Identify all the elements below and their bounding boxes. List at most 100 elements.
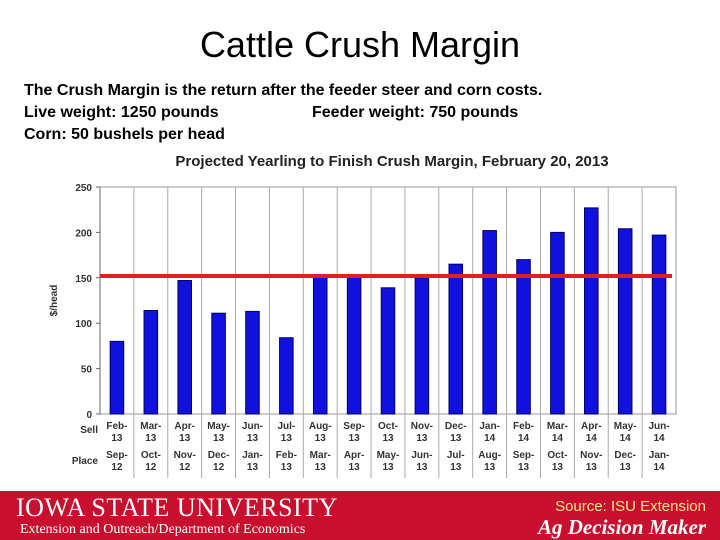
department-text: Extension and Outreach/Department of Eco… [20, 522, 306, 537]
place-tick-label: Mar- [310, 450, 331, 461]
place-tick-label: Sep- [513, 450, 535, 461]
y-axis-title: $/head [49, 285, 60, 317]
place-tick-label: 13 [247, 462, 259, 473]
description: The Crush Margin is the return after the… [24, 80, 542, 146]
sell-tick-label: 14 [586, 433, 598, 444]
feeder-weight-text: Feeder weight: 750 pounds [312, 104, 519, 121]
crush-margin-chart: Projected Yearling to Finish Crush Margi… [49, 153, 677, 478]
sell-tick-label: 13 [145, 433, 157, 444]
place-tick-label: Jan- [242, 450, 263, 461]
sell-tick-label: 13 [213, 433, 225, 444]
place-tick-label: 13 [281, 462, 293, 473]
place-tick-label: 13 [620, 462, 632, 473]
place-tick-label: 12 [213, 462, 225, 473]
sell-tick-label: Jul- [277, 421, 295, 432]
bar [245, 310, 260, 415]
bar [584, 207, 599, 415]
y-tick-label: 250 [75, 183, 92, 194]
sell-tick-label: 14 [620, 433, 632, 444]
y-tick-label: 50 [81, 365, 93, 376]
sell-tick-label: Aug- [309, 421, 332, 432]
sell-tick-label: 13 [281, 433, 293, 444]
place-tick-label: 13 [382, 462, 394, 473]
bar [617, 228, 633, 415]
place-tick-label: 13 [349, 462, 361, 473]
sell-tick-label: 13 [247, 433, 259, 444]
sell-tick-label: May- [614, 421, 637, 432]
place-tick-label: May- [377, 450, 400, 461]
footer-bar: IOWA STATE UNIVERSITY Extension and Outr… [0, 491, 720, 540]
place-tick-label: 13 [450, 462, 462, 473]
bar [177, 280, 192, 415]
place-tick-label: 12 [179, 462, 191, 473]
sell-tick-label: Sep- [343, 421, 365, 432]
sell-tick-label: 13 [450, 433, 462, 444]
place-tick-label: Nov- [580, 450, 602, 461]
sell-tick-label: Feb- [513, 421, 534, 432]
y-tick-label: 150 [75, 274, 92, 285]
sell-tick-label: 13 [179, 433, 191, 444]
place-tick-label: Dec- [614, 450, 636, 461]
place-tick-label: Sep- [106, 450, 128, 461]
bar [143, 309, 159, 415]
y-tick-label: 200 [75, 228, 92, 239]
description-line-1: The Crush Margin is the return after the… [24, 82, 543, 99]
sell-tick-label: May- [207, 421, 230, 432]
chart-title: Projected Yearling to Finish Crush Margi… [175, 153, 608, 170]
sell-tick-label: Jun- [649, 421, 670, 432]
sell-tick-label: 13 [416, 433, 428, 444]
sell-tick-label: Mar- [547, 421, 568, 432]
description-line-3: Corn: 50 bushels per head [24, 126, 225, 143]
y-tick-label: 100 [75, 319, 92, 330]
description-line-2: Live weight: 1250 pounds Feeder weight: … [24, 102, 542, 124]
sell-tick-label: Apr- [174, 421, 195, 432]
bar [651, 234, 667, 415]
place-tick-label: 14 [653, 462, 665, 473]
place-tick-label: Jan- [649, 450, 670, 461]
brand-logo: Ag Decision Maker [538, 515, 706, 539]
sell-row-label: Sell [80, 425, 98, 436]
place-tick-label: Oct- [141, 450, 161, 461]
place-tick-label: 13 [586, 462, 598, 473]
bar [211, 312, 226, 415]
sell-tick-label: Apr- [581, 421, 602, 432]
place-tick-label: 13 [518, 462, 530, 473]
sell-tick-label: 13 [111, 433, 123, 444]
sell-tick-label: 13 [382, 433, 394, 444]
place-tick-label: Jul- [447, 450, 465, 461]
place-tick-label: 13 [484, 462, 496, 473]
bar [109, 340, 125, 415]
sell-tick-label: Dec- [445, 421, 467, 432]
place-row-label: Place [72, 456, 99, 467]
sell-tick-label: Feb- [106, 421, 127, 432]
place-tick-label: Apr- [344, 450, 365, 461]
bar [380, 287, 396, 415]
bar [346, 274, 362, 415]
place-tick-label: 12 [145, 462, 157, 473]
bar [482, 230, 497, 415]
sell-tick-label: 13 [315, 433, 327, 444]
place-tick-label: Nov- [174, 450, 196, 461]
bar [279, 337, 294, 415]
sell-tick-label: 14 [552, 433, 564, 444]
place-tick-label: Feb- [276, 450, 297, 461]
place-tick-label: 13 [552, 462, 564, 473]
place-tick-label: Oct- [547, 450, 567, 461]
bar [516, 259, 531, 415]
sell-tick-label: Nov- [411, 421, 433, 432]
sell-tick-label: 14 [484, 433, 496, 444]
bar [448, 263, 464, 415]
bar [414, 277, 430, 415]
sell-tick-label: 14 [518, 433, 530, 444]
sell-tick-label: Mar- [140, 421, 161, 432]
place-tick-label: Dec- [208, 450, 230, 461]
place-tick-label: 13 [315, 462, 327, 473]
sell-tick-label: Jun- [242, 421, 263, 432]
slide-title: Cattle Crush Margin [199, 24, 521, 65]
sell-tick-label: 13 [349, 433, 361, 444]
place-tick-label: Aug- [478, 450, 501, 461]
bar [312, 275, 328, 415]
sell-tick-label: 14 [653, 433, 665, 444]
live-weight-text: Live weight: 1250 pounds [24, 104, 219, 121]
sell-tick-label: Oct- [378, 421, 398, 432]
